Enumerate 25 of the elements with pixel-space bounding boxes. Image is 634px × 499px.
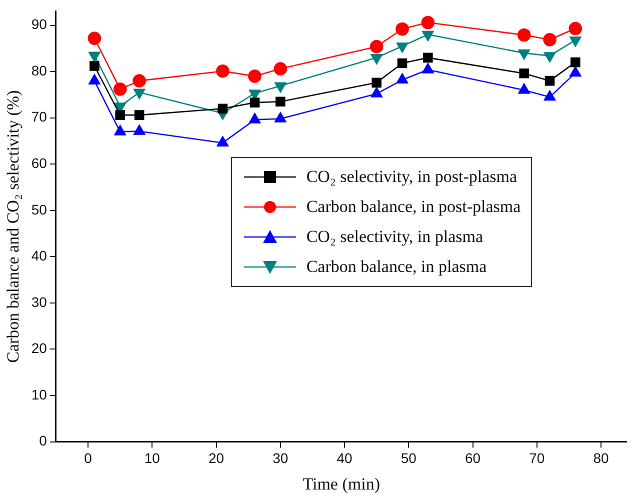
legend-label: Carbon balance, in post-plasma <box>306 196 521 217</box>
y-axis-title: Carbon balance and CO₂ selectivity (%) <box>4 90 23 363</box>
x-axis-title: Time (min) <box>302 474 380 494</box>
y-tick-label: 30 <box>31 294 48 310</box>
x-tick-label: 10 <box>144 450 160 466</box>
y-tick-label: 90 <box>31 16 48 32</box>
y-tick-label: 0 <box>39 432 48 449</box>
x-tick-label: 20 <box>208 450 224 466</box>
legend-label: CO₂ selectivity, in plasma <box>306 226 484 247</box>
y-tick-label: 80 <box>31 62 48 78</box>
y-tick-label: 60 <box>31 154 48 171</box>
y-tick-label: 50 <box>31 201 48 218</box>
x-tick-label: 50 <box>400 450 417 466</box>
y-tick-label: 70 <box>31 108 48 125</box>
x-tick-label: 40 <box>336 450 353 466</box>
y-tick-label: 10 <box>31 386 48 402</box>
legend-label: Carbon balance, in plasma <box>306 256 487 277</box>
x-tick-label: 0 <box>84 450 92 466</box>
legend-label: CO₂ selectivity, in post-plasma <box>306 166 518 187</box>
x-tick-label: 60 <box>465 450 481 466</box>
x-tick-label: 30 <box>272 450 288 466</box>
x-tick-label: 70 <box>529 450 545 466</box>
y-tick-label: 20 <box>31 340 48 356</box>
y-tick-label: 40 <box>31 248 48 264</box>
x-tick-label: 80 <box>593 450 610 466</box>
